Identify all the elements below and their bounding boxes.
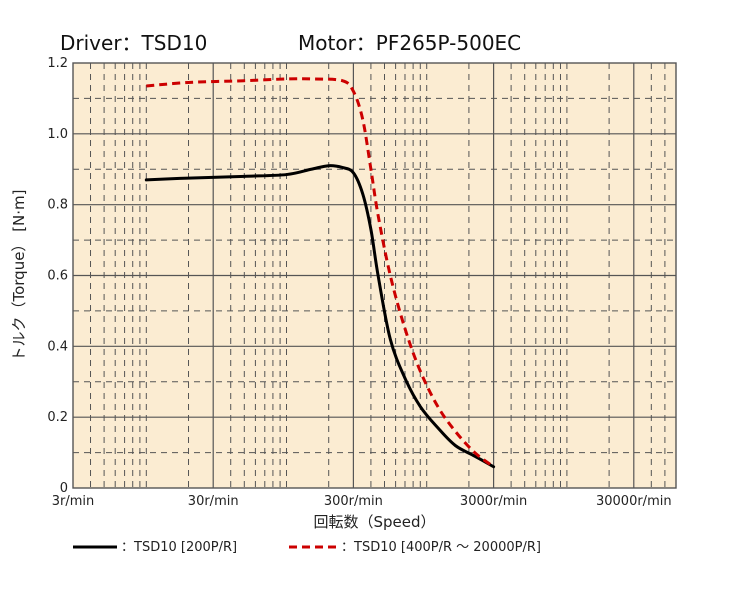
legend-label: ：TSD10 [200P/R] — [121, 540, 237, 555]
x-tick-label: 30r/min — [188, 494, 239, 509]
y-tick-label: 0.2 — [47, 410, 68, 425]
grid-lines — [73, 63, 676, 488]
x-tick-label: 3000r/min — [460, 494, 527, 509]
x-axis-label: 回転数（Speed） — [313, 513, 435, 531]
plot-area-frame — [72, 62, 677, 489]
y-tick-label: 0.6 — [47, 269, 68, 284]
tick-labels: 3r/min 30r/min 300r/min 3000r/min 30000r/min… — [47, 56, 671, 509]
series-line-dashed — [146, 77, 495, 468]
x-tick-label: 3r/min — [52, 494, 95, 509]
y-tick-label: 1.2 — [47, 56, 68, 71]
series-lines — [144, 77, 496, 469]
y-axis-label: トルク（Torque） [N·m] — [10, 189, 28, 361]
y-tick-label: 0.8 — [47, 198, 68, 213]
legend-label: ：TSD10 [400P/R ～ 20000P/R] — [341, 540, 541, 555]
legend: ：TSD10 [200P/R] ：TSD10 [400P/R ～ 20000P/R… — [73, 540, 541, 555]
y-tick-label: 0 — [60, 481, 68, 496]
series-line-solid — [144, 164, 496, 469]
y-tick-label: 0.4 — [47, 339, 68, 354]
y-tick-label: 1.0 — [47, 127, 68, 142]
driver-label: Driver：TSD10 — [60, 31, 207, 55]
x-tick-label: 30000r/min — [596, 494, 672, 509]
motor-label: Motor：PF265P-500EC — [298, 31, 521, 55]
x-tick-label: 300r/min — [324, 494, 383, 509]
